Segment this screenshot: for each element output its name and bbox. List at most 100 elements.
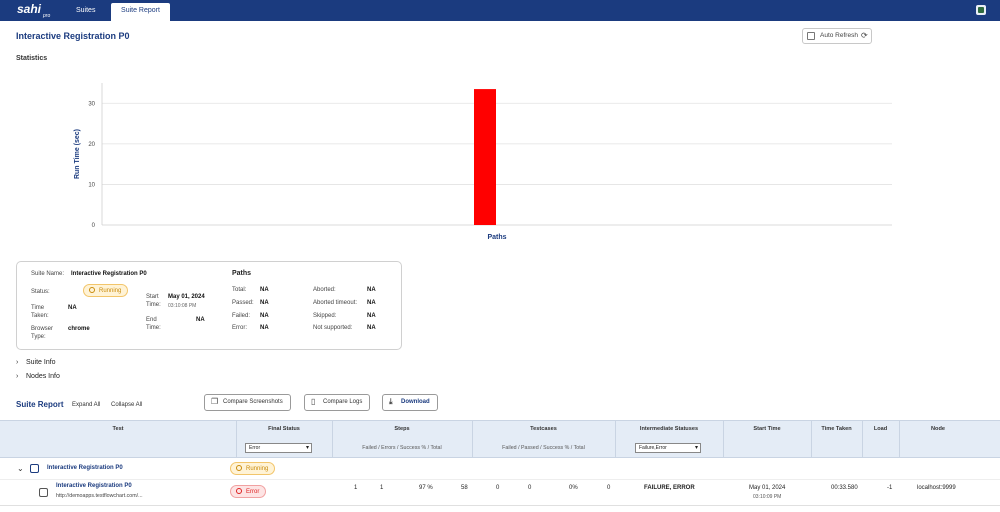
download-button[interactable]: ⤓ Download bbox=[382, 394, 438, 411]
paths-error-value: NA bbox=[260, 325, 269, 331]
col-steps[interactable]: Steps bbox=[394, 426, 410, 432]
column-divider bbox=[723, 421, 724, 459]
y-tick-label: 20 bbox=[88, 142, 95, 148]
group-status-value: Running bbox=[246, 466, 269, 472]
group-select-checkbox[interactable] bbox=[30, 464, 39, 473]
steps-failed: 1 bbox=[354, 485, 358, 491]
suite-summary-card: Suite Name: Interactive Registration P0 … bbox=[16, 261, 402, 350]
start-time-value: 03:10:08 PM bbox=[168, 303, 197, 309]
column-divider bbox=[472, 421, 473, 459]
col-load[interactable]: Load bbox=[873, 426, 888, 432]
y-tick-label: 0 bbox=[92, 223, 96, 229]
runtime-bar-chart: 0 10 20 30 Paths Run Time (sec) bbox=[74, 83, 892, 241]
paths-aborted-timeout-value: NA bbox=[367, 300, 376, 306]
row-status-value: Error bbox=[246, 489, 260, 495]
column-divider bbox=[615, 421, 616, 459]
excel-export-icon[interactable] bbox=[976, 5, 986, 15]
row-start-date: May 01, 2024 bbox=[749, 485, 786, 491]
chevron-right-icon: › bbox=[16, 373, 19, 380]
auto-refresh-label: Auto Refresh bbox=[820, 32, 858, 39]
suite-info-toggle[interactable]: › Suite Info bbox=[16, 359, 56, 366]
steps-subheader: Failed / Errors / Success % / Total bbox=[362, 445, 442, 451]
paths-error-label: Error: bbox=[232, 325, 247, 331]
test-name-link[interactable]: Interactive Registration P0 bbox=[56, 483, 132, 489]
time-taken-label: Time Taken: bbox=[31, 305, 49, 319]
suite-info-label: Suite Info bbox=[26, 359, 56, 366]
testcases-subheader: Failed / Passed / Success % / Total bbox=[502, 445, 585, 451]
paths-passed-value: NA bbox=[260, 300, 269, 306]
table-row: Interactive Registration P0 http://demoa… bbox=[0, 480, 1000, 506]
testcases-failed: 0 bbox=[496, 485, 500, 491]
compare-logs-label: Compare Logs bbox=[323, 399, 363, 405]
download-label: Download bbox=[401, 399, 430, 405]
svg-text:pro: pro bbox=[42, 13, 50, 18]
steps-errors: 1 bbox=[380, 485, 384, 491]
testcases-success: 0% bbox=[569, 485, 578, 491]
refresh-icon[interactable]: ⟳ bbox=[861, 31, 868, 40]
intermediate-status-filter[interactable]: Failure,Error bbox=[635, 443, 701, 453]
group-name[interactable]: Interactive Registration P0 bbox=[47, 465, 123, 471]
nodes-info-toggle[interactable]: › Nodes Info bbox=[16, 373, 60, 380]
start-time-label: Start Time: bbox=[146, 294, 161, 308]
steps-total: 58 bbox=[461, 485, 468, 491]
status-badge: Running bbox=[83, 284, 129, 297]
chevron-down-icon[interactable]: ⌄ bbox=[17, 464, 24, 473]
auto-refresh-toggle[interactable]: Auto Refresh ⟳ bbox=[802, 28, 872, 44]
compare-screenshots-button[interactable]: ❐ Compare Screenshots bbox=[204, 394, 291, 411]
compare-screenshots-label: Compare Screenshots bbox=[223, 399, 283, 405]
col-testcases[interactable]: Testcases bbox=[530, 426, 557, 432]
page-title: Interactive Registration P0 bbox=[16, 31, 130, 41]
paths-aborted-value: NA bbox=[367, 287, 376, 293]
end-time-value: NA bbox=[196, 317, 205, 323]
paths-skipped-value: NA bbox=[367, 313, 376, 319]
x-axis-label: Paths bbox=[487, 234, 506, 241]
browser-type-label: Browser Type: bbox=[31, 326, 54, 340]
final-status-filter[interactable]: Error bbox=[245, 443, 312, 453]
col-test[interactable]: Test bbox=[112, 426, 124, 432]
intermediate-statuses: FAILURE, ERROR bbox=[644, 485, 695, 491]
paths-heading: Paths bbox=[232, 270, 252, 277]
group-status-badge: Running bbox=[230, 462, 276, 475]
tab-suites[interactable]: Suites bbox=[76, 7, 96, 14]
steps-success: 97 % bbox=[419, 485, 433, 491]
row-status-badge: Error bbox=[230, 485, 267, 498]
row-time-taken: 00:33.580 bbox=[831, 485, 858, 491]
end-time-label: End Time: bbox=[146, 317, 161, 331]
paths-passed-label: Passed: bbox=[232, 300, 254, 306]
report-table-header: Test Final Status Error Steps Failed / E… bbox=[0, 420, 1000, 459]
images-icon: ❐ bbox=[211, 397, 219, 406]
document-icon: ▯ bbox=[311, 397, 316, 406]
paths-failed-value: NA bbox=[260, 313, 269, 319]
paths-not-supported-value: NA bbox=[367, 325, 376, 331]
top-navbar: sahi pro Suites Suite Report bbox=[0, 0, 1000, 21]
col-time-taken[interactable]: Time Taken bbox=[821, 426, 852, 432]
row-start-time: 03:10:09 PM bbox=[753, 494, 782, 500]
auto-refresh-checkbox[interactable] bbox=[807, 32, 815, 40]
col-start-time[interactable]: Start Time bbox=[753, 426, 781, 432]
table-group-row: ⌄ Interactive Registration P0 Running bbox=[0, 458, 1000, 480]
tab-suite-report[interactable]: Suite Report bbox=[111, 3, 170, 21]
column-divider bbox=[862, 421, 863, 459]
collapse-all-link[interactable]: Collapse All bbox=[111, 402, 143, 408]
row-node: localhost:9999 bbox=[917, 485, 956, 491]
compare-logs-button[interactable]: ▯ Compare Logs bbox=[304, 394, 370, 411]
paths-total-value: NA bbox=[260, 287, 269, 293]
suite-name-value: Interactive Registration P0 bbox=[71, 271, 147, 277]
y-tick-label: 30 bbox=[88, 101, 95, 107]
status-label: Status: bbox=[31, 289, 50, 295]
clock-icon bbox=[236, 465, 242, 471]
row-load: -1 bbox=[887, 485, 893, 491]
col-node[interactable]: Node bbox=[931, 426, 945, 432]
statistics-heading: Statistics bbox=[16, 55, 48, 62]
sahi-pro-logo[interactable]: sahi pro bbox=[16, 2, 60, 18]
paths-not-supported-label: Not supported: bbox=[313, 325, 353, 331]
y-axis-label: Run Time (sec) bbox=[74, 129, 81, 179]
col-intermediate-statuses[interactable]: Intermediate Statuses bbox=[639, 426, 699, 432]
row-select-checkbox[interactable] bbox=[39, 488, 48, 497]
bar bbox=[474, 89, 496, 225]
col-final-status[interactable]: Final Status bbox=[268, 426, 300, 432]
paths-failed-label: Failed: bbox=[232, 313, 251, 319]
paths-aborted-label: Aborted: bbox=[313, 287, 336, 293]
expand-all-link[interactable]: Expand All bbox=[72, 402, 101, 408]
chevron-right-icon: › bbox=[16, 359, 19, 366]
